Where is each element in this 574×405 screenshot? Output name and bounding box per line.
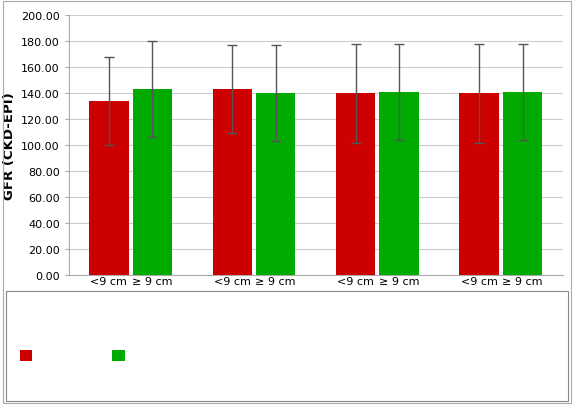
Text: RK (USG): RK (USG) [99,304,162,317]
Bar [133,90,172,275]
Bar [503,93,542,275]
Text: than or equal to 9 cm from those with length <9 cm.: than or equal to 9 cm from those with le… [14,334,343,347]
Text: RK (CT): RK (CT) [352,304,403,317]
Text: by CKD-EPI equation between kidneys having length greater: by CKD-EPI equation between kidneys havi… [14,318,385,331]
Y-axis label: GFR (CKD-EPI): GFR (CKD-EPI) [2,92,15,200]
Text: Bar graph illustrating the difference in GFR calculated: Bar graph illustrating the difference in… [66,302,397,315]
Text: (     ): <9 cm; (     ): ≥ 9 cm.: ( ): <9 cm; ( ): ≥ 9 cm. [14,350,185,363]
Text: LK (CT): LK (CT) [476,304,526,317]
Bar [459,94,499,275]
Bar [212,90,252,275]
Text: Figure 3:: Figure 3: [14,302,76,315]
Text: Note:: Note: [408,334,445,347]
Bar [379,93,419,275]
Bar [256,94,296,275]
Bar [89,102,129,275]
Text: LK (USG): LK (USG) [223,304,285,317]
Bar [336,94,375,275]
